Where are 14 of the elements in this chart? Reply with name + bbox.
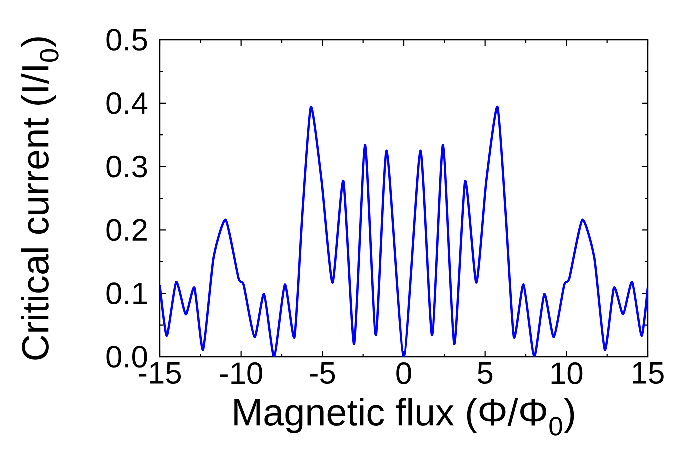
y-tick-label: 0.5	[106, 29, 148, 51]
x-tick-label: 15	[633, 362, 664, 384]
x-axis-title: Magnetic flux (Φ/Φ$_{0}$)	[234, 398, 574, 436]
y-tick-label: 0.3	[106, 156, 148, 178]
x-tick-label: -5	[310, 362, 336, 384]
x-tick-label: 5	[478, 362, 493, 384]
y-tick-label: 0.1	[106, 282, 147, 305]
x-tick-label: 0	[396, 362, 412, 384]
y-tick-label: 0.2	[106, 219, 147, 242]
y-axis-title: Critical current (I/I$_{0}$)	[21, 38, 59, 360]
line-series	[160, 106, 648, 357]
y-tick-label: 0.4	[106, 92, 148, 114]
x-tick-label: -10	[220, 362, 262, 384]
x-tick-label: 10	[552, 362, 583, 384]
